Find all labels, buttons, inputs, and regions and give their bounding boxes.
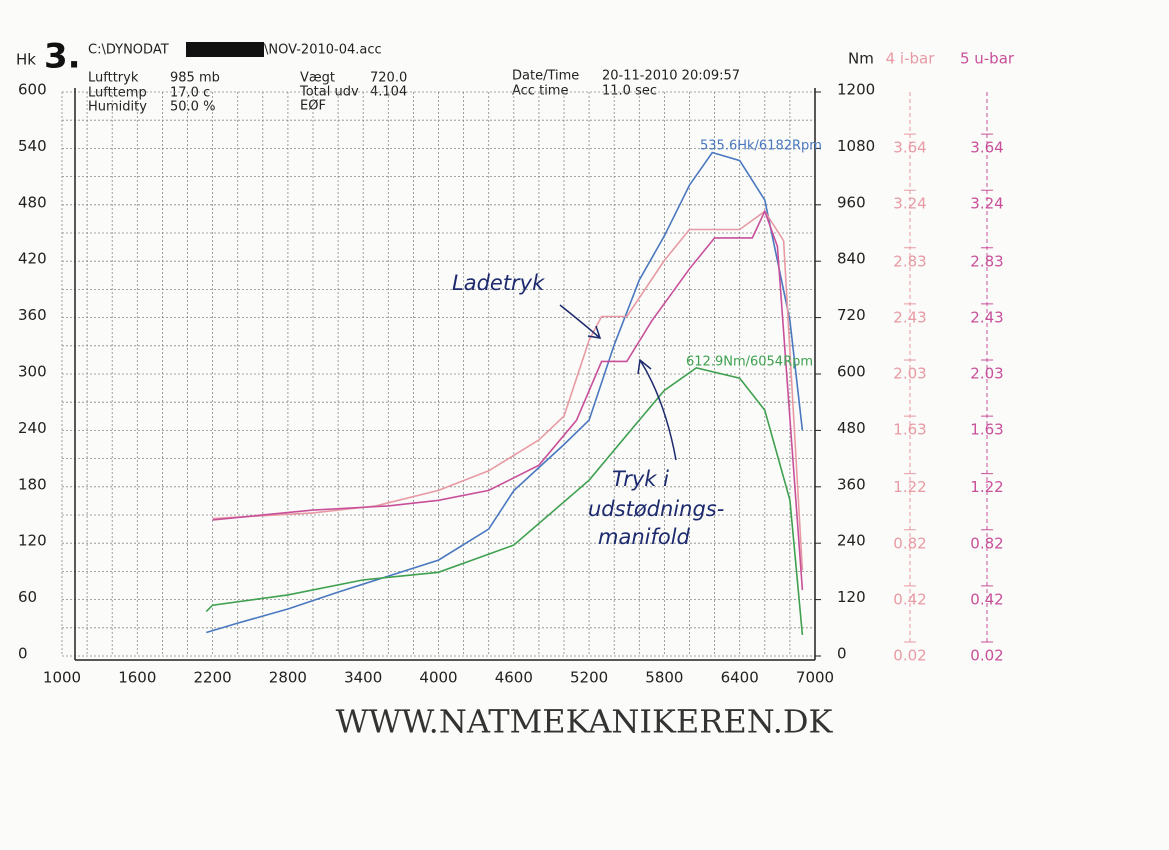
bar-tick-label: 0.42 <box>970 590 1003 608</box>
bar-tick-label: 0.42 <box>893 590 926 608</box>
info-value: 20-11-2010 20:09:57 <box>602 69 740 84</box>
series-line <box>205 367 804 635</box>
bar-tick-label: 3.64 <box>970 139 1003 157</box>
x-tick-label: 7000 <box>796 669 834 687</box>
x-tick-label: 1600 <box>118 669 156 687</box>
bar-tick-label: 2.03 <box>970 365 1003 383</box>
info-label: Date/Time <box>512 69 579 84</box>
series-line <box>206 151 804 634</box>
x-tick-label: 5200 <box>570 669 608 687</box>
bar-tick-label: 2.83 <box>970 252 1003 270</box>
redaction <box>186 42 264 57</box>
info-label: Lufttemp <box>88 86 147 101</box>
info-label: Total udv <box>299 85 359 100</box>
bar-axis-title: 5 u-bar <box>960 50 1015 68</box>
y-tick-label: 300 <box>18 363 47 381</box>
bar-axis-title: 4 i-bar <box>886 50 936 68</box>
info-label: Vægt <box>300 71 335 86</box>
series-line <box>212 209 804 591</box>
annotation: 535.6Hk/6182Rpm <box>700 139 822 154</box>
y2-tick-label: 960 <box>837 193 866 211</box>
y2-tick-label: 480 <box>837 419 866 437</box>
y-tick-label: 180 <box>18 475 47 493</box>
bar-tick-label: 0.82 <box>893 534 926 552</box>
y2-tick-label: 0 <box>837 645 847 663</box>
file-path: \NOV-2010-04.acc <box>264 43 382 58</box>
series-line <box>212 210 804 571</box>
bar-tick-label: 2.43 <box>970 308 1003 326</box>
x-tick-label: 6400 <box>721 669 759 687</box>
bar-tick-label: 2.43 <box>893 308 926 326</box>
footer: WWW.NATMEKANIKEREN.DK <box>336 703 834 741</box>
bar-tick-label: 0.82 <box>970 534 1003 552</box>
y2-axis-title: Nm <box>848 50 874 68</box>
y-tick-label: 600 <box>18 81 47 99</box>
y-tick-label: 60 <box>18 588 37 606</box>
figure-number: 3. <box>44 37 81 77</box>
y2-tick-label: 840 <box>837 250 866 268</box>
y2-tick-label: 600 <box>837 363 866 381</box>
arrow <box>559 304 602 339</box>
y-tick-label: 120 <box>18 532 47 550</box>
x-tick-label: 2800 <box>269 669 307 687</box>
file-path: C:\DYNODAT <box>88 43 169 58</box>
info-label: Humidity <box>88 100 147 115</box>
x-tick-label: 5800 <box>645 669 683 687</box>
y2-tick-label: 1200 <box>837 81 875 99</box>
info-label: Lufttryk <box>88 71 139 86</box>
y2-tick-label: 1080 <box>837 137 875 155</box>
y-tick-label: 420 <box>18 250 47 268</box>
info-value: 50.0 % <box>170 100 215 115</box>
x-tick-label: 3400 <box>344 669 382 687</box>
bar-tick-label: 1.63 <box>970 421 1003 439</box>
bar-tick-label: 1.63 <box>893 421 926 439</box>
annotation: udstødnings- <box>588 497 724 521</box>
annotation: 612.9Nm/6054Rpm <box>686 355 813 370</box>
y-tick-label: 540 <box>18 137 47 155</box>
y-tick-label: 0 <box>18 645 28 663</box>
x-tick-label: 4000 <box>419 669 457 687</box>
info-label: Acc time <box>512 84 568 99</box>
bar-tick-label: 3.64 <box>893 139 926 157</box>
x-tick-label: 4600 <box>495 669 533 687</box>
y-axis-title: Hk <box>16 51 36 69</box>
x-tick-label: 2200 <box>194 669 232 687</box>
info-value: 17.0 c <box>170 86 210 101</box>
y2-tick-label: 120 <box>837 588 866 606</box>
annotation: Tryk i <box>612 467 669 491</box>
bar-tick-label: 2.83 <box>893 252 926 270</box>
info-value: 11.0 sec <box>602 84 657 99</box>
info-value: 720.0 <box>370 71 407 86</box>
bar-tick-label: 1.22 <box>970 478 1003 496</box>
y2-tick-label: 240 <box>837 532 866 550</box>
y2-tick-label: 360 <box>837 475 866 493</box>
annotation: Ladetryk <box>452 271 545 295</box>
y-tick-label: 360 <box>18 306 47 324</box>
y2-tick-label: 720 <box>837 306 866 324</box>
y-tick-label: 240 <box>18 419 47 437</box>
x-tick-label: 1000 <box>43 669 81 687</box>
bar-tick-label: 3.24 <box>970 195 1003 213</box>
bar-tick-label: 2.03 <box>893 365 926 383</box>
arrow <box>637 358 677 461</box>
info-value: 985 mb <box>170 71 220 86</box>
bar-tick-label: 1.22 <box>893 478 926 496</box>
annotation: manifold <box>598 525 691 549</box>
y-tick-label: 480 <box>18 193 47 211</box>
bar-tick-label: 0.02 <box>970 647 1003 665</box>
bar-tick-label: 3.24 <box>893 195 926 213</box>
bar-tick-label: 0.02 <box>893 647 926 665</box>
